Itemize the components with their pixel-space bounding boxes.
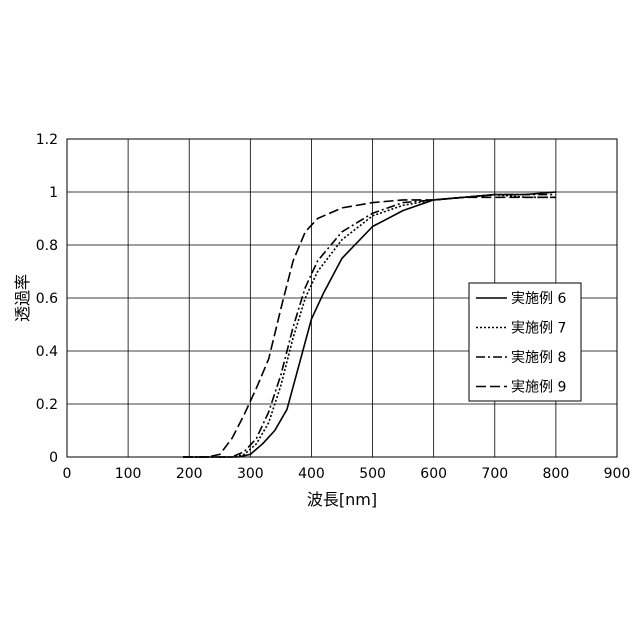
x-tick-label: 500 (359, 466, 386, 482)
y-tick-label: 0.4 (36, 344, 58, 360)
x-tick-label: 400 (298, 466, 325, 482)
legend-label-2: 実施例 7 (511, 321, 566, 337)
y-tick-label: 0.6 (36, 291, 58, 307)
x-tick-label: 600 (420, 466, 447, 482)
legend-label-1: 実施例 6 (511, 291, 566, 307)
x-tick-label: 300 (237, 466, 264, 482)
y-axis-title: 透過率 (13, 274, 32, 322)
y-tick-label: 1.2 (36, 132, 58, 148)
x-tick-label: 0 (63, 466, 72, 482)
legend: 実施例 6 実施例 7 実施例 8 実施例 9 (469, 283, 581, 401)
y-tick-label: 1 (49, 185, 58, 201)
x-axis-title: 波長[nm] (307, 490, 377, 509)
x-tick-label: 900 (604, 466, 631, 482)
legend-label-3: 実施例 8 (511, 350, 566, 366)
legend-label-4: 実施例 9 (511, 380, 566, 396)
y-tick-label: 0.8 (36, 238, 58, 254)
y-tick-label: 0 (49, 450, 58, 466)
x-tick-label: 100 (115, 466, 142, 482)
x-tick-label: 800 (543, 466, 570, 482)
x-tick-label: 700 (481, 466, 508, 482)
x-tick-label: 200 (176, 466, 203, 482)
y-tick-label: 0.2 (36, 397, 58, 413)
